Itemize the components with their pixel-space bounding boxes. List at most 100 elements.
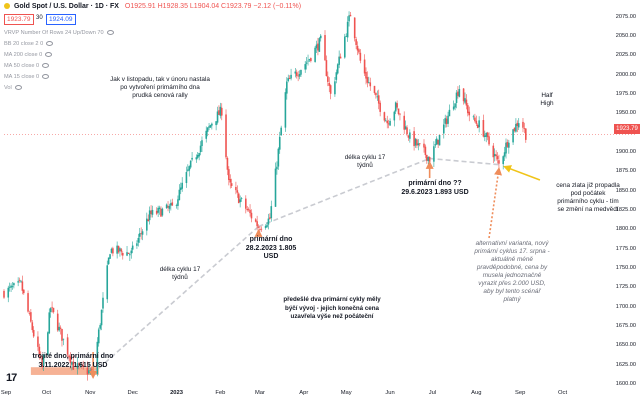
candle [17, 277, 19, 287]
y-tick-label: 1675.00 [615, 323, 636, 329]
candle [167, 201, 169, 212]
indicator-vol[interactable]: Vol [4, 85, 22, 91]
candle [327, 71, 329, 87]
candle [47, 331, 49, 356]
candle [195, 154, 198, 163]
candle [300, 69, 302, 77]
eye-icon[interactable] [45, 52, 53, 58]
candle [11, 281, 14, 290]
candle [246, 205, 249, 212]
candle [205, 126, 208, 143]
candle [88, 364, 90, 375]
candle [454, 103, 456, 111]
indicator-bb[interactable]: BB 20 close 2 0 [4, 41, 54, 47]
candle [334, 77, 336, 97]
eye-icon[interactable] [42, 63, 50, 69]
indicator-ma200[interactable]: MA 200 close 0 [4, 52, 53, 58]
cycle-line-1 [92, 225, 260, 375]
candle [394, 101, 397, 115]
candle [383, 111, 386, 123]
candle [379, 100, 381, 117]
candle [505, 138, 507, 159]
x-tick-label: Jul [428, 390, 437, 396]
candle [13, 282, 15, 289]
candle [464, 92, 466, 105]
candle [345, 33, 348, 37]
candle [208, 122, 210, 131]
indicator-ma15[interactable]: MA 15 close 0 [4, 74, 50, 80]
eye-icon[interactable] [106, 30, 114, 36]
indicator-ma50[interactable]: MA 50 close 0 [4, 63, 50, 69]
eye-icon[interactable] [42, 74, 50, 80]
candle [249, 204, 251, 217]
candle [42, 354, 45, 371]
candle [110, 247, 113, 254]
candle [393, 110, 396, 127]
annotation-intro: Jak v listopadu, tak v únoru nastala po … [110, 76, 210, 99]
annotation-cycle-2: délka cyklu 17 týdnů [344, 154, 386, 169]
candle [219, 102, 222, 119]
candle [346, 16, 349, 42]
candle [407, 134, 410, 141]
candle [339, 53, 342, 59]
candle [404, 120, 407, 130]
arrow-gold-fall [503, 165, 541, 181]
y-tick-label: 1700.00 [615, 303, 636, 310]
x-tick-label: Sep [514, 390, 526, 396]
candle [31, 320, 34, 333]
candle [168, 203, 171, 214]
candle [107, 257, 110, 265]
candle [278, 131, 281, 154]
annotation-cycle-1: délka cyklu 17 týdnů [159, 266, 201, 281]
candle [385, 118, 387, 122]
candle [270, 200, 273, 222]
sell-button[interactable]: 1923.79 [4, 14, 34, 25]
candle [102, 292, 104, 313]
candle [27, 290, 29, 313]
buy-button[interactable]: 1924.09 [46, 14, 76, 25]
candle [90, 366, 93, 372]
candle [424, 144, 427, 159]
candle [406, 125, 408, 137]
candle [386, 115, 389, 129]
eye-icon[interactable] [46, 41, 54, 47]
candle [18, 277, 21, 283]
candle [467, 103, 469, 117]
candle [409, 129, 411, 143]
candle [375, 92, 377, 99]
candle [99, 323, 101, 331]
candle [442, 119, 445, 139]
eye-icon[interactable] [14, 85, 22, 91]
candle [158, 205, 161, 215]
candle [120, 248, 123, 256]
candle [37, 331, 39, 351]
candle [488, 132, 490, 147]
candle [198, 152, 200, 161]
spread: 30 [36, 15, 43, 21]
candle [226, 156, 229, 176]
candle [21, 275, 24, 295]
indicator-vrvp[interactable]: VRVP Number Of Rows 24 Up/Down 70 [4, 30, 114, 36]
candle [389, 118, 391, 126]
candle [286, 77, 288, 100]
annotation-bottom-feb: primární dno 28.2.2023 1.805 USD [245, 236, 297, 260]
candle [28, 310, 31, 316]
candle [329, 84, 332, 100]
candle [58, 322, 60, 332]
x-tick-label: Jun [385, 390, 395, 396]
candle [325, 55, 328, 77]
candle [38, 343, 41, 360]
candle [211, 122, 213, 130]
candle [503, 146, 506, 161]
y-tick-label: 1650.00 [615, 342, 636, 349]
candle [295, 69, 298, 79]
candle [474, 113, 476, 123]
x-tick-label: Apr [299, 390, 309, 396]
candle [399, 113, 401, 121]
candle [498, 154, 500, 169]
candle [239, 195, 241, 208]
candle [131, 241, 134, 254]
candle [433, 141, 435, 167]
candle [418, 143, 421, 147]
